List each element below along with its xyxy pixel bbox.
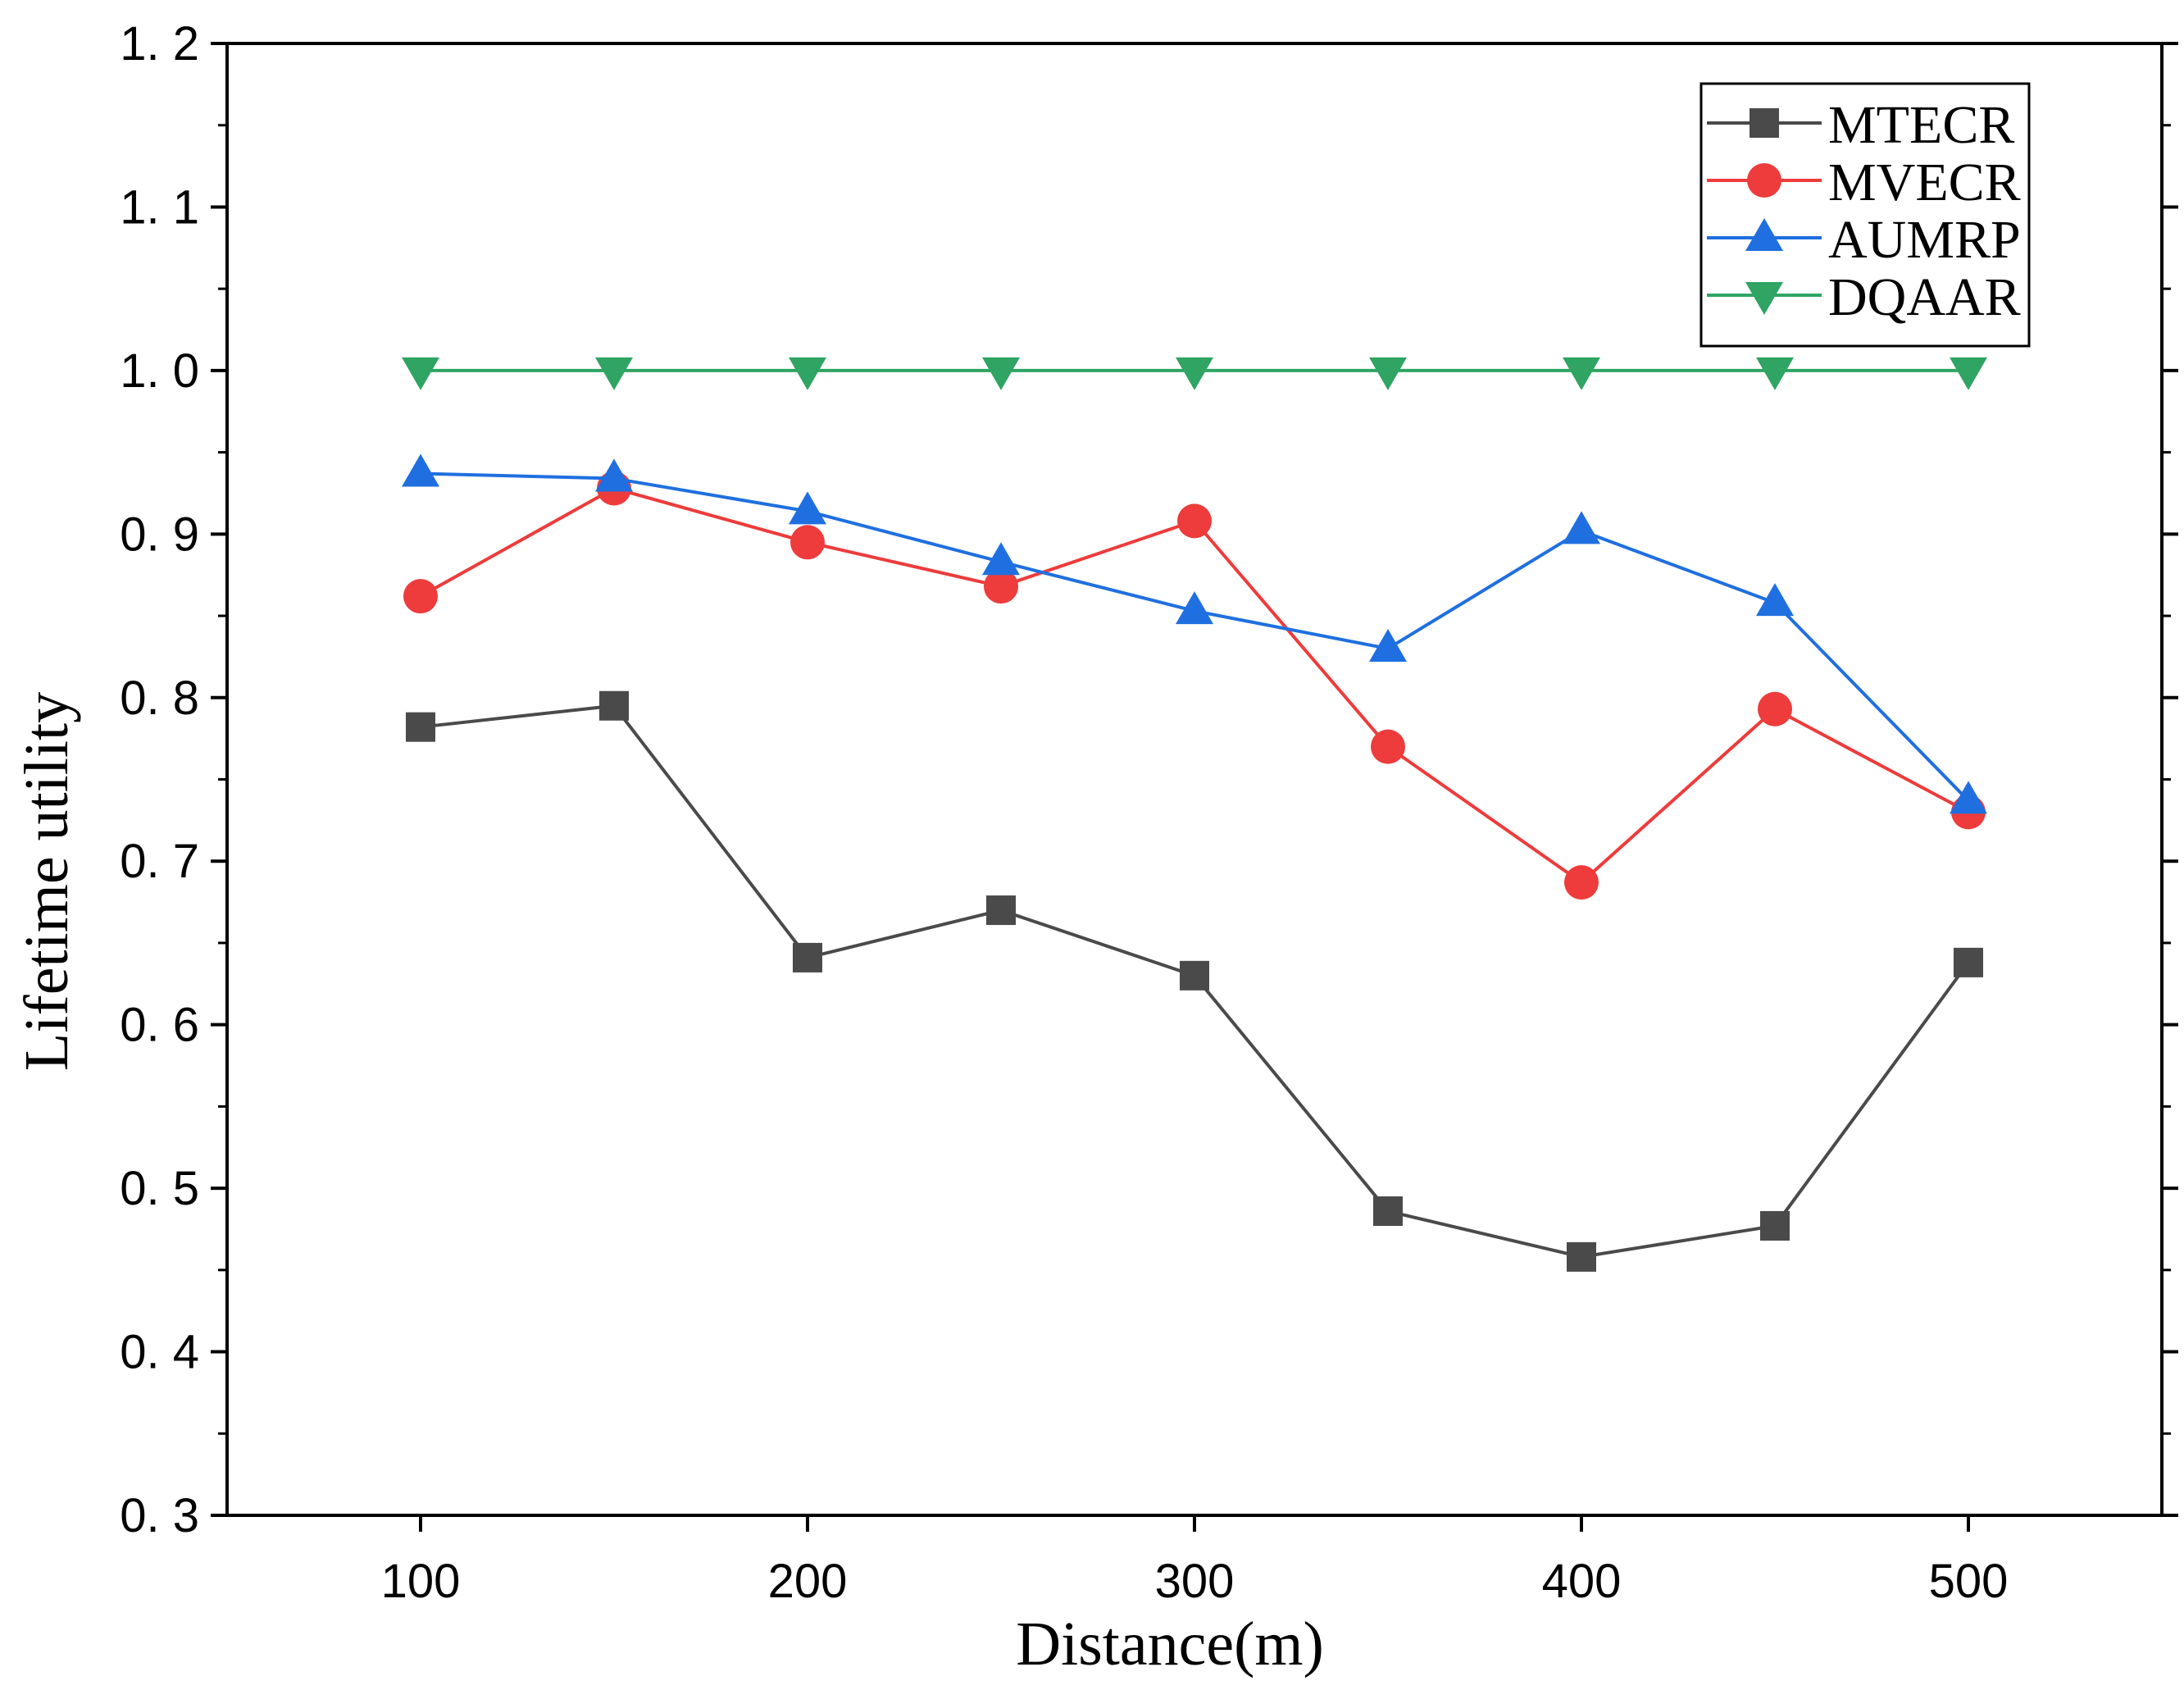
- data-point-dqaar: [1756, 357, 1794, 390]
- data-point-aumrp: [1176, 591, 1213, 625]
- x-tick-label: 300: [1155, 1555, 1235, 1608]
- data-point-mtecr: [1760, 1210, 1790, 1241]
- data-point-mtecr: [1954, 947, 1983, 977]
- data-point-dqaar: [982, 357, 1020, 390]
- data-point-aumrp: [595, 458, 633, 492]
- data-point-mvecr: [1564, 865, 1599, 900]
- x-tick-label: 500: [1929, 1555, 2009, 1608]
- data-point-aumrp: [982, 542, 1020, 576]
- legend-label-dqaar: DQAAR: [1828, 267, 2021, 327]
- data-point-mvecr: [984, 569, 1018, 604]
- data-point-aumrp: [402, 453, 439, 487]
- series-dqaar: [402, 357, 1987, 390]
- legend-marker-mvecr: [1747, 163, 1781, 198]
- data-point-aumrp: [1563, 511, 1600, 544]
- legend-marker-dqaar: [1745, 282, 1783, 315]
- legend-marker-mtecr: [1749, 108, 1779, 138]
- x-tick-label: 400: [1542, 1555, 1622, 1608]
- data-point-mtecr: [599, 690, 629, 721]
- series-line-mvecr: [420, 486, 1969, 885]
- data-point-mtecr: [1567, 1241, 1596, 1272]
- legend-label-mtecr: MTECR: [1828, 95, 2014, 155]
- data-point-mvecr: [403, 579, 438, 614]
- data-point-mtecr: [406, 712, 435, 742]
- data-point-dqaar: [789, 357, 826, 390]
- series-layer: [402, 357, 1987, 1272]
- data-point-mvecr: [1758, 691, 1792, 727]
- y-tick-label: 1. 2: [120, 17, 199, 71]
- data-point-dqaar: [1950, 357, 1987, 390]
- data-point-dqaar: [1563, 357, 1600, 390]
- data-point-mvecr: [790, 525, 825, 560]
- data-point-dqaar: [1369, 357, 1407, 390]
- x-tick-label: 100: [381, 1555, 461, 1608]
- y-tick-label: 1. 0: [120, 344, 199, 398]
- y-tick-label: 0. 8: [120, 672, 199, 725]
- y-tick-label: 0. 3: [120, 1489, 199, 1542]
- y-tick-label: 0. 9: [120, 508, 199, 561]
- series-mtecr: [406, 690, 1983, 1272]
- x-axis-ticks: 100 200 300 400 500: [381, 1515, 2009, 1608]
- data-point-mvecr: [1371, 729, 1405, 764]
- y-tick-label: 0. 6: [120, 999, 199, 1052]
- legend-label-mvecr: MVECR: [1828, 153, 2021, 212]
- data-point-dqaar: [595, 357, 633, 390]
- data-point-mtecr: [1180, 960, 1209, 991]
- data-point-dqaar: [402, 357, 439, 390]
- y-axis-title: Lifetime utility: [12, 692, 81, 1071]
- data-point-aumrp: [1950, 781, 1987, 814]
- data-point-mvecr: [1177, 503, 1212, 539]
- y-axis-ticks: 0. 3 0. 4 0. 5 0. 6 0. 7 0. 8 0. 9 1. 0 1. 1 1. 2: [120, 17, 2178, 1542]
- data-point-mtecr: [793, 942, 822, 972]
- y-tick-label: 0. 7: [120, 835, 199, 888]
- x-axis-title: Distance(m): [1016, 1610, 1324, 1679]
- series-aumrp: [402, 453, 1987, 814]
- data-point-aumrp: [1369, 628, 1407, 662]
- y-tick-label: 0. 5: [120, 1162, 199, 1215]
- series-mvecr: [403, 471, 1986, 900]
- plot-frame: [225, 42, 2164, 1517]
- legend-label-aumrp: AUMRP: [1828, 210, 2021, 270]
- data-point-dqaar: [1176, 357, 1213, 390]
- data-point-aumrp: [1756, 583, 1794, 617]
- y-tick-label: 1. 1: [120, 180, 199, 234]
- data-point-mtecr: [1373, 1196, 1403, 1227]
- y-tick-label: 0. 4: [120, 1326, 199, 1379]
- data-point-mtecr: [986, 895, 1016, 926]
- x-tick-label: 200: [768, 1555, 848, 1608]
- legend-marker-aumrp: [1745, 218, 1783, 251]
- data-point-aumrp: [789, 491, 826, 525]
